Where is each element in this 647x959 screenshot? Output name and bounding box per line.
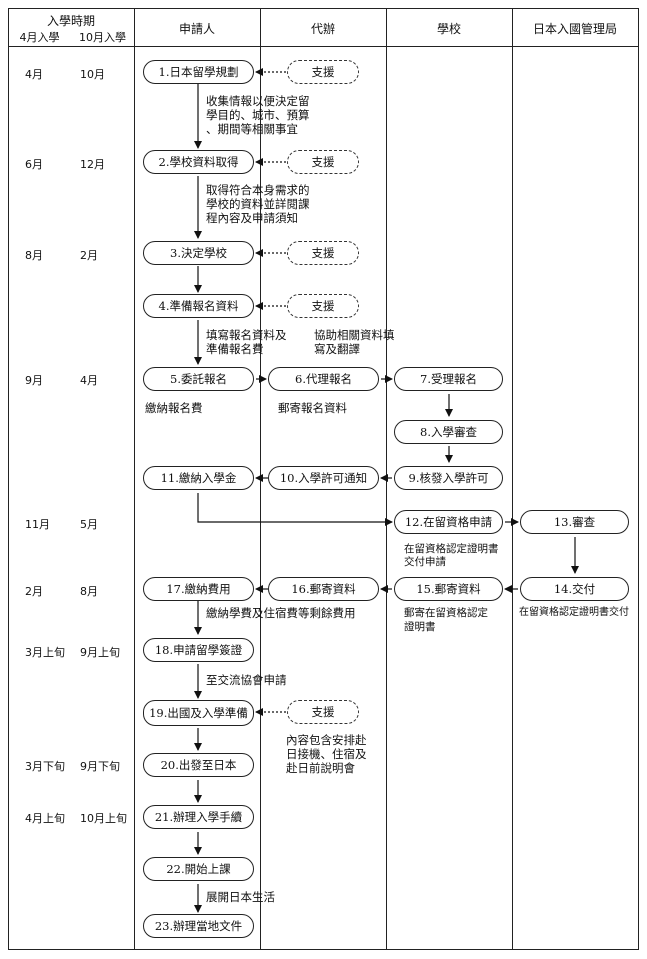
note-text: 填寫報名資料及: [206, 328, 287, 342]
note-text: 程內容及申請須知: [206, 211, 298, 225]
step-box-6: 6.代理報名: [268, 367, 379, 391]
note-text: 學校的資料並詳閱課: [206, 197, 310, 211]
time-april: 4月上旬: [25, 812, 65, 825]
time-october: 8月: [80, 585, 98, 598]
note-text: 取得符合本身需求的: [206, 183, 310, 197]
time-october: 12月: [80, 158, 105, 171]
time-april: 11月: [25, 518, 50, 531]
note-text: 郵寄在留資格認定: [404, 607, 488, 619]
time-october: 9月上旬: [80, 646, 120, 659]
support-box: 支援: [287, 60, 359, 84]
april-intake-header: 4月入學: [19, 31, 60, 44]
support-box: 支援: [287, 150, 359, 174]
time-october: 9月下旬: [80, 760, 120, 773]
support-box: 支援: [287, 700, 359, 724]
note-text: 、期間等相關事宜: [206, 122, 298, 136]
note-text: 寫及翻譯: [314, 342, 360, 356]
note-text: 展開日本生活: [206, 890, 275, 904]
support-box: 支援: [287, 294, 359, 318]
step-box-12: 12.在留資格申請: [394, 510, 503, 534]
time-april: 4月: [25, 68, 43, 81]
applicant-header: 申請人: [178, 22, 215, 36]
time-october: 2月: [80, 249, 98, 262]
time-october: 10月: [80, 68, 105, 81]
step-box-7: 7.受理報名: [394, 367, 503, 391]
note-text: 學目的、城市、預算: [206, 108, 310, 122]
step-box-23: 23.辦理當地文件: [143, 914, 254, 938]
note-text: 至交流協會申請: [206, 673, 287, 687]
step-box-20: 20.出發至日本: [143, 753, 254, 777]
october-intake-header: 10月入學: [79, 31, 126, 44]
time-october: 5月: [80, 518, 98, 531]
step-box-16: 16.郵寄資料: [268, 577, 379, 601]
note-text: 繳納學費及住宿費等剩餘費用: [206, 606, 356, 620]
arrow-11-12: [197, 493, 393, 526]
period-title: 入學時期: [46, 14, 95, 28]
step-box-17: 17.繳納費用: [143, 577, 254, 601]
time-april: 8月: [25, 249, 43, 262]
table-border: [8, 8, 639, 950]
note-text: 在留資格認定證明書: [404, 543, 499, 555]
step-box-18: 18.申請留學簽證: [143, 638, 254, 662]
time-april: 2月: [25, 585, 43, 598]
step-box-5: 5.委託報名: [143, 367, 254, 391]
note-text: 郵寄報名資料: [278, 401, 347, 415]
agent-header: 代辦: [310, 22, 335, 36]
time-october: 4月: [80, 374, 98, 387]
time-october: 10月上旬: [80, 812, 127, 825]
step-box-19: 19.出國及入學準備: [143, 700, 254, 726]
note-text: 協助相關資料填: [314, 328, 395, 342]
step-box-1: 1.日本留學規劃: [143, 60, 254, 84]
note-text: 準備報名費: [206, 342, 264, 356]
immigration-header: 日本入國管理局: [532, 22, 617, 36]
support-box: 支援: [287, 241, 359, 265]
note-text: 交付申請: [404, 556, 446, 568]
step-box-21: 21.辦理入學手續: [143, 805, 254, 829]
step-box-3: 3.決定學校: [143, 241, 254, 265]
note-text: 在留資格認定證明書交付: [519, 607, 629, 618]
note-text: 內容包含安排赴: [286, 733, 367, 747]
step-box-2: 2.學校資料取得: [143, 150, 254, 174]
step-box-13: 13.審查: [520, 510, 629, 534]
step-box-15: 15.郵寄資料: [394, 577, 503, 601]
step-box-22: 22.開始上課: [143, 857, 254, 881]
note-text: 繳納報名費: [145, 401, 203, 415]
note-text: 收集情報以便決定留: [206, 94, 310, 108]
time-april: 3月上旬: [25, 646, 65, 659]
step-box-11: 11.繳納入學金: [143, 466, 254, 490]
step-box-10: 10.入學許可通知: [268, 466, 379, 490]
time-april: 3月下旬: [25, 760, 65, 773]
step-box-14: 14.交付: [520, 577, 629, 601]
time-april: 6月: [25, 158, 43, 171]
note-text: 赴日前說明會: [286, 761, 355, 775]
step-box-4: 4.準備報名資料: [143, 294, 254, 318]
time-april: 9月: [25, 374, 43, 387]
step-box-8: 8.入學審查: [394, 420, 503, 444]
school-header: 學校: [436, 22, 461, 36]
note-text: 證明書: [404, 621, 436, 633]
step-box-9: 9.核發入學許可: [394, 466, 503, 490]
note-text: 日接機、住宿及: [286, 747, 367, 761]
